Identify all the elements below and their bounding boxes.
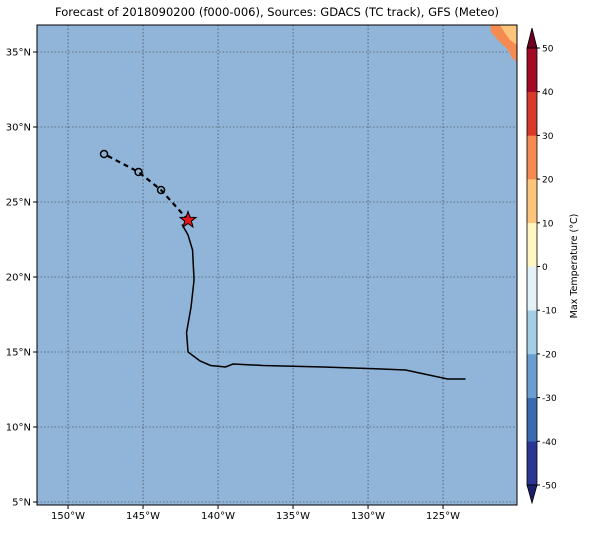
y-tick-label: 15°N [6, 348, 31, 359]
y-tick-label: 30°N [6, 123, 31, 134]
colorbar-tick-label: -40 [542, 438, 557, 448]
y-tick-label: 20°N [6, 273, 31, 284]
colorbar-tick-label: 30 [542, 132, 554, 142]
land-heat [500, 25, 517, 45]
colorbar-tick-label: 0 [542, 263, 548, 273]
colorbar-band [527, 441, 537, 486]
colorbar-tick-label: 10 [542, 219, 554, 229]
colorbar-band [527, 48, 537, 92]
map-frame [36, 24, 518, 506]
forecast-point [99, 149, 109, 159]
colorbar-band [527, 91, 537, 136]
colorbar-extend [526, 484, 538, 505]
colorbar-tick-label: -10 [542, 307, 557, 317]
colorbar-band [527, 353, 537, 398]
forecast-track [103, 153, 189, 221]
y-tick-label: 25°N [6, 198, 31, 209]
x-tick-label: 135°W [276, 511, 310, 522]
current-position [178, 210, 198, 229]
y-tick-label: 10°N [6, 423, 31, 434]
forecast-point [134, 167, 143, 177]
x-tick-label: 145°W [126, 511, 160, 522]
colorbar-extend [526, 27, 538, 49]
map-layer [37, 25, 517, 505]
colorbar-tick-label: -50 [542, 482, 557, 492]
map-title: Forecast of 2018090200 (f000-006), Sourc… [55, 5, 499, 19]
colorbar-band [527, 266, 537, 311]
ocean [37, 25, 517, 505]
y-tick-label: 35°N [6, 48, 31, 59]
colorbar-band [527, 310, 537, 355]
colorbar-band [527, 397, 537, 442]
colorbar-tick-label: -20 [542, 350, 557, 360]
x-tick-label: 140°W [201, 511, 235, 522]
past-track [181, 224, 466, 380]
colorbar-tick-label: 20 [542, 176, 554, 186]
x-tick-label: 130°W [351, 511, 385, 522]
colorbar-tick-label: 50 [542, 45, 554, 55]
colorbar-tick-label: 40 [542, 88, 554, 98]
colorbar-band [527, 135, 537, 180]
x-tick-label: 150°W [51, 511, 85, 522]
forecast-point [156, 185, 166, 195]
y-tick-label: 5°N [12, 498, 31, 509]
x-tick-label: 125°W [426, 511, 460, 522]
colorbar-band [527, 222, 537, 267]
colorbar-label: Max Temperature (°C) [569, 214, 580, 319]
colorbar-band [527, 179, 537, 224]
colorbar-tick-label: -30 [542, 394, 557, 404]
